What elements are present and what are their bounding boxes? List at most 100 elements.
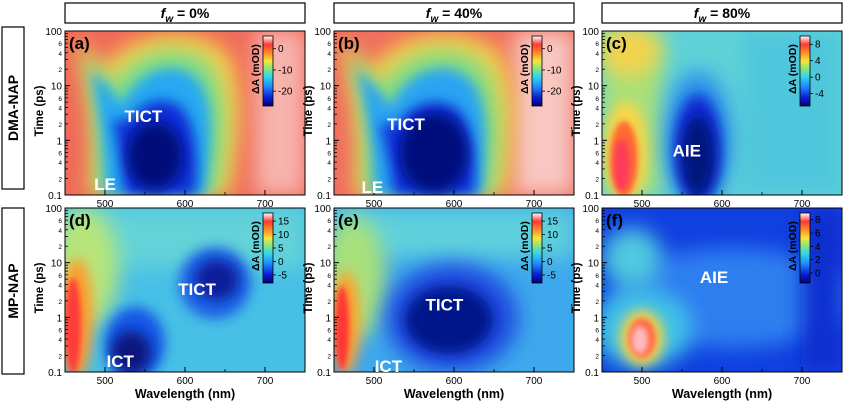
colorbar-tick-label: 8 bbox=[815, 40, 821, 51]
x-tick-label: 600 bbox=[177, 376, 194, 387]
y-minor-tick-label: 6 bbox=[327, 273, 331, 280]
y-minor-tick-label: 2 bbox=[327, 299, 331, 306]
colorbar-tick-label: -10 bbox=[278, 65, 293, 76]
colorbar-tick-label: 5 bbox=[278, 244, 284, 255]
colorbar-tick-label: 4 bbox=[815, 56, 821, 67]
y-minor-tick-label: 6 bbox=[327, 150, 331, 157]
colorbar-tick-label: -5 bbox=[278, 270, 287, 281]
y-minor-tick-label: 2 bbox=[58, 299, 62, 306]
y-minor-tick-label: 4 bbox=[327, 105, 331, 112]
x-tick-label: 600 bbox=[446, 199, 463, 210]
y-minor-tick-label: 6 bbox=[327, 327, 331, 334]
y-tick-label: 0.1 bbox=[317, 368, 331, 379]
y-tick-label: 1 bbox=[593, 136, 599, 147]
y-minor-tick-label: 6 bbox=[58, 273, 62, 280]
y-minor-tick-label: 4 bbox=[595, 51, 599, 58]
column-header-symbol: f bbox=[161, 5, 167, 21]
y-tick-label: 100 bbox=[582, 204, 599, 215]
y-minor-tick-label: 6 bbox=[595, 273, 599, 280]
y-minor-tick-label: 6 bbox=[327, 96, 331, 103]
row-label-box bbox=[1, 207, 25, 375]
x-tick-label: 600 bbox=[446, 376, 463, 387]
x-tick-label: 700 bbox=[526, 199, 543, 210]
y-tick-label: 0.1 bbox=[585, 368, 599, 379]
colorbar-tick-label: -4 bbox=[815, 89, 824, 100]
x-tick-label: 600 bbox=[714, 376, 731, 387]
colorbar-tick-label: 0 bbox=[815, 269, 821, 280]
y-minor-tick-label: 2 bbox=[327, 354, 331, 361]
colorbar-tick-label: 8 bbox=[815, 215, 821, 226]
colorbar-tick-label: 5 bbox=[547, 244, 553, 255]
y-minor-tick-label: 4 bbox=[595, 337, 599, 344]
y-minor-tick-label: 6 bbox=[327, 41, 331, 48]
y-minor-tick-label: 6 bbox=[595, 96, 599, 103]
colorbar-tick-label: 0 bbox=[547, 257, 553, 268]
column-header-value: = 40% bbox=[438, 5, 483, 21]
colorbar-tick-label: -20 bbox=[278, 87, 293, 98]
y-minor-tick-label: 2 bbox=[595, 354, 599, 361]
column-header-box bbox=[333, 2, 575, 24]
x-tick-label: 600 bbox=[714, 199, 731, 210]
y-tick-label: 100 bbox=[314, 204, 331, 215]
colorbar-tick-label: 10 bbox=[278, 230, 290, 241]
x-tick-label: 500 bbox=[634, 376, 651, 387]
column-header-symbol: f bbox=[694, 5, 700, 21]
colorbar bbox=[799, 212, 811, 284]
x-tick-label: 700 bbox=[257, 376, 274, 387]
y-minor-tick-label: 4 bbox=[58, 160, 62, 167]
y-minor-tick-label: 2 bbox=[58, 122, 62, 129]
colorbar-tick-label: -5 bbox=[547, 270, 556, 281]
y-tick-label: 100 bbox=[582, 27, 599, 38]
row-labels: DMA-NAP MP-NAP bbox=[1, 26, 25, 375]
x-tick-label: 600 bbox=[177, 199, 194, 210]
x-tick-label: 700 bbox=[257, 199, 274, 210]
state-annotation: ICT bbox=[375, 357, 403, 376]
column-header-subscript: w bbox=[430, 14, 439, 25]
y-axis-title: Time (ps) bbox=[34, 262, 46, 313]
heatmap-panel-f: 0.1 1 10 100 2 4 6 2 4 6 2 4 6 500 600 700 Time (ps) (f) A… bbox=[571, 204, 843, 387]
x-tick-label: 700 bbox=[794, 199, 811, 210]
colorbar-tick-label: -20 bbox=[547, 87, 562, 98]
y-minor-tick-label: 4 bbox=[595, 282, 599, 289]
y-minor-tick-label: 2 bbox=[595, 299, 599, 306]
heatmap-panel-a: 0.1 1 10 100 2 4 6 2 4 6 2 4 6 500 600 700 Time (ps) (a) T… bbox=[34, 27, 306, 210]
y-minor-tick-label: 4 bbox=[58, 337, 62, 344]
colorbar-label: ΔA (mOD) bbox=[787, 44, 799, 94]
row-label-1: DMA-NAP bbox=[5, 75, 21, 141]
column-header-symbol: f bbox=[426, 5, 432, 21]
panel-letter: (f) bbox=[606, 211, 623, 230]
y-minor-tick-label: 6 bbox=[58, 327, 62, 334]
colorbar-tick-label: 0 bbox=[278, 44, 284, 55]
colorbar-tick-label: 4 bbox=[815, 242, 821, 253]
y-minor-tick-label: 4 bbox=[58, 282, 62, 289]
y-axis-title: Time (ps) bbox=[571, 85, 583, 136]
y-minor-tick-label: 4 bbox=[327, 282, 331, 289]
colorbar-tick-label: 15 bbox=[278, 217, 290, 228]
colorbar-tick-label: 0 bbox=[278, 257, 284, 268]
x-tick-label: 700 bbox=[526, 376, 543, 387]
panel-letter: (d) bbox=[69, 211, 91, 230]
colorbar-tick-label: -10 bbox=[547, 65, 562, 76]
y-minor-tick-label: 2 bbox=[595, 177, 599, 184]
y-minor-tick-label: 4 bbox=[327, 51, 331, 58]
state-annotation: TICT bbox=[178, 280, 216, 299]
heatmap-panel-b: 0.1 1 10 100 2 4 6 2 4 6 2 4 6 500 600 700 Time (ps) (b) T… bbox=[303, 27, 575, 210]
y-tick-label: 100 bbox=[45, 204, 62, 215]
state-annotation: LE bbox=[94, 175, 116, 194]
y-minor-tick-label: 2 bbox=[595, 67, 599, 74]
column-header-3: fw = 80% bbox=[694, 5, 751, 25]
y-minor-tick-label: 2 bbox=[58, 354, 62, 361]
y-tick-label: 0.1 bbox=[48, 191, 62, 202]
y-tick-label: 1 bbox=[56, 136, 62, 147]
y-minor-tick-label: 6 bbox=[595, 327, 599, 334]
colorbar-label: ΔA (mOD) bbox=[519, 44, 531, 94]
colorbar bbox=[262, 35, 274, 107]
y-minor-tick-label: 2 bbox=[327, 244, 331, 251]
column-header-2: fw = 40% bbox=[426, 5, 483, 25]
y-tick-label: 1 bbox=[593, 313, 599, 324]
y-minor-tick-label: 2 bbox=[327, 122, 331, 129]
y-minor-tick-label: 6 bbox=[58, 41, 62, 48]
